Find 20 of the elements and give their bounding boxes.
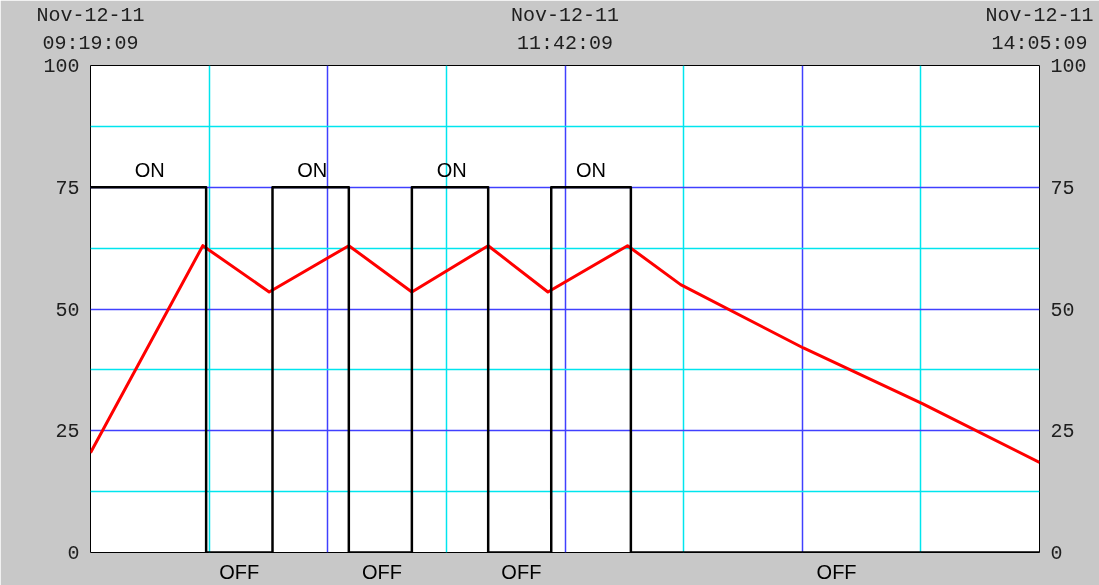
x-tick-label: Nov-12-11 11:42:09 [510,3,620,55]
y2-tick-label: 100 [1050,55,1087,78]
y2-tick-label: 75 [1050,176,1075,200]
y-tick-label: 25 [55,420,80,444]
annotation: ON [297,159,328,182]
x-tick-label: Nov-12-11 09:19:09 [36,3,145,55]
annotation: OFF [219,560,260,583]
y-tick-label: 50 [55,298,80,322]
y2-tick-label: 50 [1050,298,1075,322]
annotation: ON [576,159,607,182]
y-tick-label: 100 [43,55,80,78]
y-tick-label: 75 [55,176,80,200]
annotation: OFF [362,560,403,583]
annotation: OFF [816,560,857,583]
y-tick-label: 0 [67,542,80,565]
y2-tick-label: 0 [1050,542,1063,565]
x-tick-label: Nov-12-11 14:05:09 [985,3,1094,55]
annotation: ON [134,159,165,182]
annotation: OFF [501,560,542,583]
y2-tick-label: 25 [1050,420,1075,444]
